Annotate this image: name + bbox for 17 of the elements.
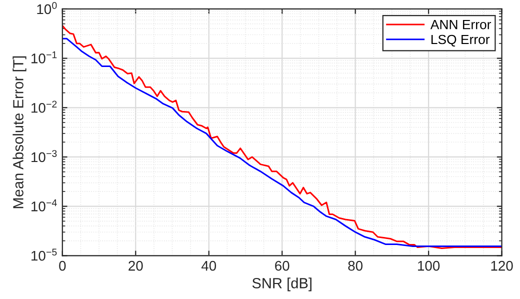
legend-label: ANN Error [430,20,492,30]
legend-label: LSQ Error [431,34,490,47]
x-tick-label: 100 [418,260,440,271]
x-tick-label: 40 [201,260,216,271]
y-axis-title: Mean Absolute Error [T] [12,56,26,208]
x-tick-label: 20 [128,260,143,271]
x-tick-label: 0 [59,260,66,271]
x-tick-label: 60 [275,260,290,271]
y-tick-label: 10$^{−1}$ [32,51,57,64]
x-tick-label: 120 [491,260,513,271]
x-tick-label: 80 [348,260,363,271]
x-axis-title: SNR [dB] [252,278,312,292]
y-tick-label: 10$^{−2}$ [32,100,57,113]
y-tick-label: 10$^{0}$ [37,2,57,14]
y-tick-label: 10$^{−3}$ [32,150,57,162]
y-tick-label: 10$^{−4}$ [32,199,57,212]
y-tick-label: 10$^{−5}$ [32,248,57,261]
